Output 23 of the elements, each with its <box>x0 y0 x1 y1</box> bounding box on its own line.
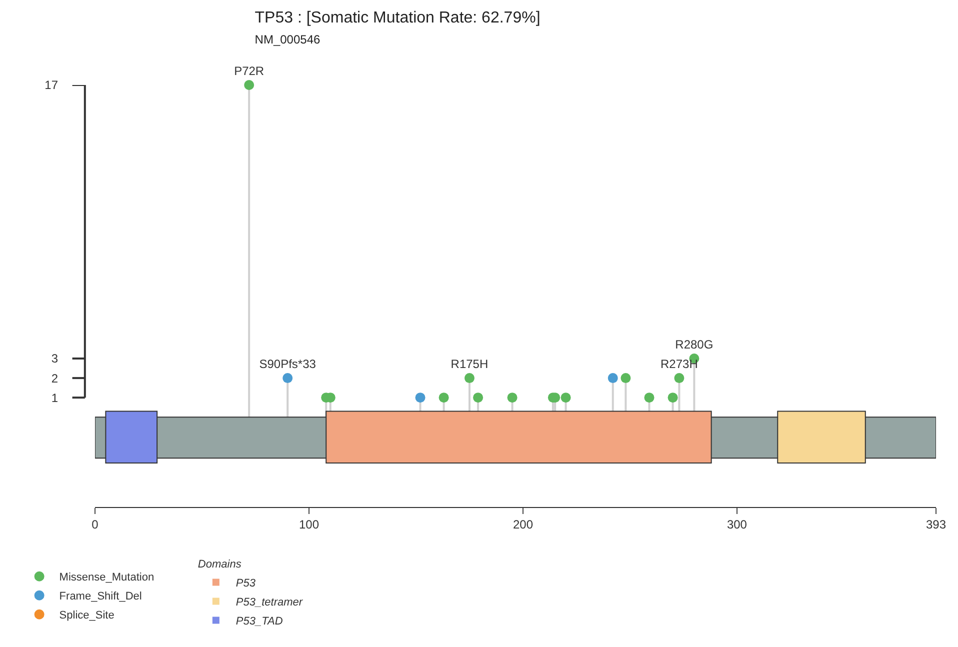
legend-label: Frame_Shift_Del <box>59 590 142 603</box>
data-label: R280G <box>675 337 714 352</box>
data-label: P72R <box>234 64 264 78</box>
legend-label: P53_tetramer <box>236 596 304 609</box>
x-tick-label: 100 <box>298 517 320 532</box>
x-tick-label: 200 <box>512 517 534 532</box>
data-label: S90Pfs*33 <box>259 356 316 371</box>
chart-title: TP53 : [Somatic Mutation Rate: 62.79%] <box>254 10 540 27</box>
legend-label: Splice_Site <box>59 610 114 622</box>
data-label: R273H <box>660 356 698 371</box>
x-tick-label: 0 <box>92 517 99 532</box>
y-tick-label: 3 <box>51 352 58 366</box>
legend-title: Domains <box>198 558 242 571</box>
y-tick-label: 2 <box>51 371 58 386</box>
x-tick-label: 300 <box>726 517 748 532</box>
x-tick-label: 393 <box>926 517 946 532</box>
legend-label: P53_TAD <box>236 616 283 628</box>
data-label: R175H <box>450 356 488 371</box>
legend-label: Missense_Mutation <box>59 572 154 584</box>
y-tick-label: 1 <box>51 390 58 405</box>
legend-label: P53 <box>236 578 256 590</box>
y-tick-label: 17 <box>44 78 58 92</box>
chart-subtitle: NM_000546 <box>254 32 320 46</box>
